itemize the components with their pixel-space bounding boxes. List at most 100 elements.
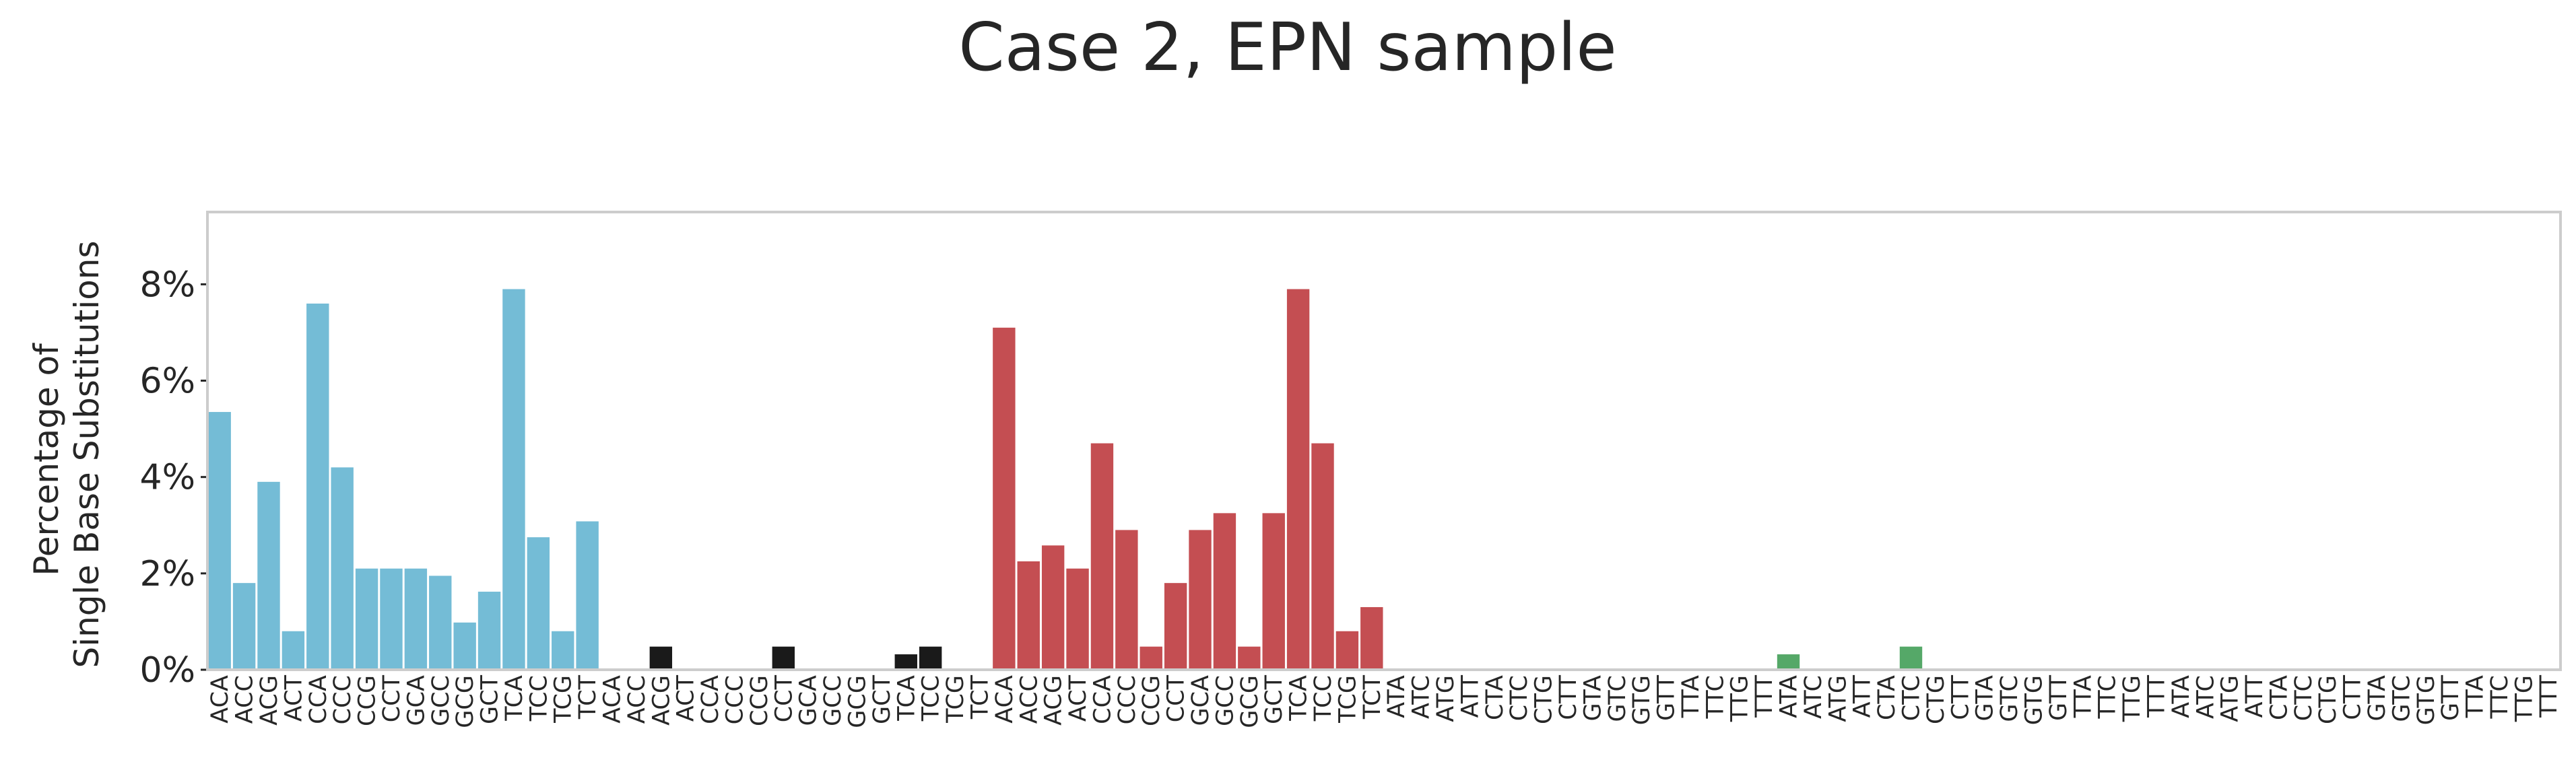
bar (894, 654, 917, 670)
chart-title: Case 2, EPN sample (958, 9, 1616, 86)
x-tick-label: CCC (722, 675, 749, 724)
x-tick-label: GCG (1236, 675, 1263, 728)
x-tick-label: GCT (477, 674, 504, 724)
x-tick-label: ACC (1016, 675, 1043, 724)
x-tick-label: GTT (2045, 674, 2072, 721)
x-tick-label: TCG (550, 675, 577, 724)
x-tick-label: CCG (354, 675, 381, 726)
x-tick-label: GTG (1628, 675, 1655, 725)
x-tick-label: CCA (697, 675, 724, 724)
x-tick-label: GCC (1212, 675, 1239, 726)
bar (1899, 646, 1923, 670)
bar (477, 592, 501, 670)
plot-frame (206, 211, 2562, 671)
y-tick-label: 8% (140, 265, 196, 305)
x-tick-label: ACA (991, 675, 1018, 724)
bar (1066, 568, 1089, 670)
x-tick-label: CTA (2266, 675, 2292, 720)
x-tick-label: TCT (1359, 674, 1386, 720)
x-tick-label: TCA (893, 675, 920, 722)
bar (429, 576, 452, 670)
x-tick-label: ATT (2241, 674, 2268, 718)
x-tick-label: ACA (599, 675, 626, 724)
y-tick-label: 0% (140, 650, 196, 691)
x-tick-label: TCC (918, 675, 945, 722)
bar (576, 521, 599, 670)
x-tick-label: GCC (428, 675, 455, 726)
x-tick-label: ACT (1065, 674, 1092, 722)
y-axis-label-line-2: Single Base Substitutions (67, 240, 106, 668)
x-tick-label: ATC (1408, 675, 1435, 719)
y-tick-label: 2% (140, 554, 196, 594)
x-tick-label: GTC (1604, 675, 1631, 722)
bar (257, 481, 280, 670)
x-tick-label: TTT (2536, 674, 2563, 718)
bar (1041, 545, 1065, 670)
x-tick-label: GTC (2388, 675, 2415, 722)
x-tick-label: GTC (1996, 675, 2023, 722)
x-tick-label: GCG (844, 675, 871, 728)
x-tick-label: CTG (2315, 675, 2342, 724)
x-tick-label: CCG (746, 675, 773, 726)
x-tick-label: ATC (1800, 675, 1827, 719)
x-tick-label: ACG (1041, 675, 1067, 726)
x-tick-label: GCT (1261, 674, 1288, 724)
x-tick-label: CCG (1138, 675, 1165, 726)
x-tick-label: TTG (2119, 675, 2146, 722)
x-tick-label: CTT (1947, 674, 1974, 720)
bar (1311, 443, 1334, 670)
x-tick-label: CTG (1531, 675, 1558, 724)
bar (306, 304, 329, 670)
y-ticks: 0% 2% 4% 6% 8% (140, 265, 207, 691)
x-tick-label: ATC (2192, 675, 2219, 719)
x-tick-label: ATG (1824, 675, 1851, 722)
y-axis-label: Percentage of Single Base Substitutions (27, 240, 106, 668)
bar (331, 467, 354, 670)
x-tick-label: CTC (1506, 675, 1533, 721)
x-tick-label: TCG (1334, 675, 1361, 724)
bar (1213, 513, 1236, 670)
x-tick-label: CTA (1482, 675, 1509, 720)
x-tick-label: CCT (1163, 674, 1190, 722)
x-tick-label: TCT (574, 674, 601, 720)
x-tick-label: CTT (2340, 674, 2367, 720)
x-tick-label: TTA (2070, 675, 2096, 718)
x-tick-label: ACT (280, 674, 307, 722)
x-tick-label: TCT (966, 674, 993, 720)
x-tick-label: TCA (501, 675, 528, 722)
x-tick-label: GTT (1653, 674, 1680, 721)
x-tick-label: GTA (2364, 675, 2391, 722)
x-tick-label: ATA (2168, 675, 2195, 718)
bar (1189, 530, 1212, 670)
x-tick-label: ACC (232, 675, 259, 724)
bar (1238, 646, 1261, 670)
bar (1140, 646, 1162, 670)
bar (1777, 654, 1800, 670)
y-tick-label: 4% (140, 458, 196, 498)
x-tick-label: GCC (820, 675, 847, 726)
x-tick-label: GTT (2437, 674, 2464, 721)
x-tick-label: CTC (1898, 675, 1925, 721)
bar (1262, 513, 1285, 670)
bar (772, 646, 795, 670)
bar (355, 568, 378, 670)
x-tick-label: GTG (2413, 675, 2440, 725)
x-tick-label: TTA (1678, 675, 1705, 718)
x-tick-label: TTG (2511, 675, 2538, 722)
x-tick-label: ACT (673, 674, 700, 722)
x-tick-label: GCT (869, 674, 896, 724)
x-tick-label: TCA (1286, 675, 1313, 722)
x-tick-label: CTC (2290, 675, 2317, 721)
x-tick-label: TTC (1702, 675, 1729, 720)
x-tick-label: GCA (795, 675, 822, 726)
x-ticks: ACAACCACGACTCCACCCCCGCCTGCAGCCGCGGCTTCAT… (207, 674, 2563, 728)
bar (919, 646, 942, 670)
x-tick-label: TTC (2486, 675, 2513, 720)
x-tick-label: ACC (624, 675, 651, 724)
x-tick-label: CCA (305, 675, 332, 724)
x-tick-label: TTC (2094, 675, 2121, 720)
x-tick-label: CCT (378, 674, 405, 722)
bar (380, 568, 403, 670)
bar (232, 583, 256, 670)
